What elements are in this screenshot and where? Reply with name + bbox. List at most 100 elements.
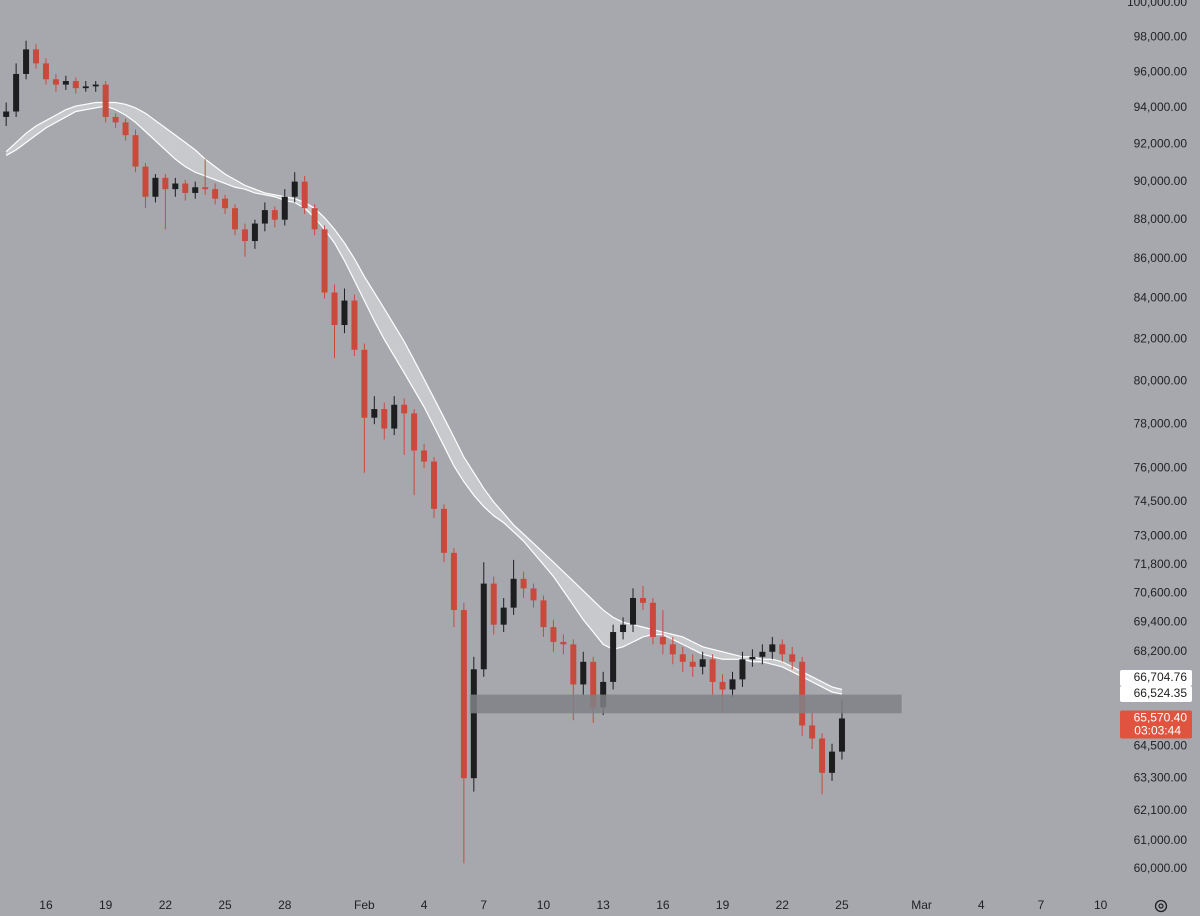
candle-body [819,738,826,773]
candle-body [351,300,358,350]
y-tick-label: 63,300.00 [1134,770,1188,784]
y-tick-label: 88,000.00 [1134,212,1188,226]
x-tick-label: Mar [911,898,932,912]
candle-body [23,49,30,74]
candle-body [510,578,517,608]
candle-body [122,122,129,136]
y-tick-label: 68,200.00 [1134,644,1188,658]
candle-body [500,607,507,625]
candle-body [142,166,149,197]
candle-body [321,229,328,293]
settings-icon[interactable] [1154,899,1168,913]
y-tick-label: 84,000.00 [1134,291,1188,305]
x-tick-label: 22 [159,898,173,912]
candle-body [440,508,447,553]
candle-body [470,669,477,779]
support-zone [469,694,902,714]
candle-body [62,81,69,85]
candle-body [530,588,537,601]
candle-body [301,181,308,209]
x-tick-label: 10 [1094,898,1108,912]
candle-body [162,177,169,190]
candle-body [311,208,318,230]
y-tick-label: 74,500.00 [1134,494,1188,508]
x-tick-label: 7 [1038,898,1045,912]
y-tick-label: 80,000.00 [1134,373,1188,387]
candle-body [689,661,696,667]
x-tick-label: 25 [835,898,849,912]
x-tick-label: 25 [218,898,232,912]
y-tick-label: 94,000.00 [1134,100,1188,114]
candle-body [13,73,20,112]
y-tick-label: 90,000.00 [1134,174,1188,188]
candle-body [411,413,418,451]
candle-body [590,661,597,708]
candle-body [371,409,378,418]
candle-body [331,292,338,326]
x-tick-label: 7 [480,898,487,912]
candle-body [261,210,268,224]
candle-body [679,654,686,662]
candle-body [102,84,109,117]
y-tick-label: 100,000.00 [1127,0,1187,9]
candle-body [540,600,547,628]
x-tick-label: 4 [978,898,985,912]
x-tick-label: 28 [278,898,292,912]
candle-body [152,177,159,197]
candle-body [809,725,816,739]
y-tick-label: 61,000.00 [1134,833,1188,847]
candle-body [421,450,428,462]
x-tick-label: 22 [776,898,790,912]
candle-body [739,659,746,680]
x-tick-label: 4 [421,898,428,912]
gear-outer[interactable] [1154,899,1168,913]
x-tick-label: 16 [39,898,53,912]
y-tick-label: 98,000.00 [1134,29,1188,43]
candle-body [182,183,189,193]
candle-body [271,210,278,220]
candle-body [460,610,467,779]
candle-body [381,409,388,429]
price-marker-label: 65,570.40 [1134,711,1188,725]
candle-body [560,641,567,645]
candle-body [630,597,637,625]
price-marker-label: 66,704.76 [1134,670,1188,684]
candle-body [281,196,288,220]
candle-body [202,187,209,190]
y-tick-label: 69,400.00 [1134,614,1188,628]
candle-body [132,135,139,167]
ma-upper-line [5,101,843,691]
candle-body [361,349,368,418]
y-tick-label: 60,000.00 [1134,861,1188,875]
y-tick-label: 76,000.00 [1134,460,1188,474]
candle-body [222,198,229,209]
x-tick-label: 19 [716,898,730,912]
price-marker [1120,685,1192,702]
candle-body [729,679,736,690]
candle-body [580,661,587,685]
price-marker [1120,669,1192,686]
gear-inner[interactable] [1158,903,1164,909]
candle-body [341,300,348,326]
y-tick-label: 70,600.00 [1134,585,1188,599]
candle-body [838,718,845,752]
candle-body [72,81,79,89]
candle-body [431,461,438,509]
candle-body [251,223,258,242]
y-tick-label: 64,500.00 [1134,739,1188,753]
candle-body [610,632,617,682]
candle-body [649,602,656,637]
candle-body [669,644,676,655]
candle-body [401,404,408,414]
candle-body [620,624,627,633]
x-tick-label: Feb [354,898,375,912]
candle-body [82,86,89,89]
countdown: 03:03:44 [1134,724,1181,738]
x-tick-label: 13 [596,898,610,912]
candle-body [769,644,776,652]
candle-body [232,208,239,230]
candle-body [699,659,706,667]
